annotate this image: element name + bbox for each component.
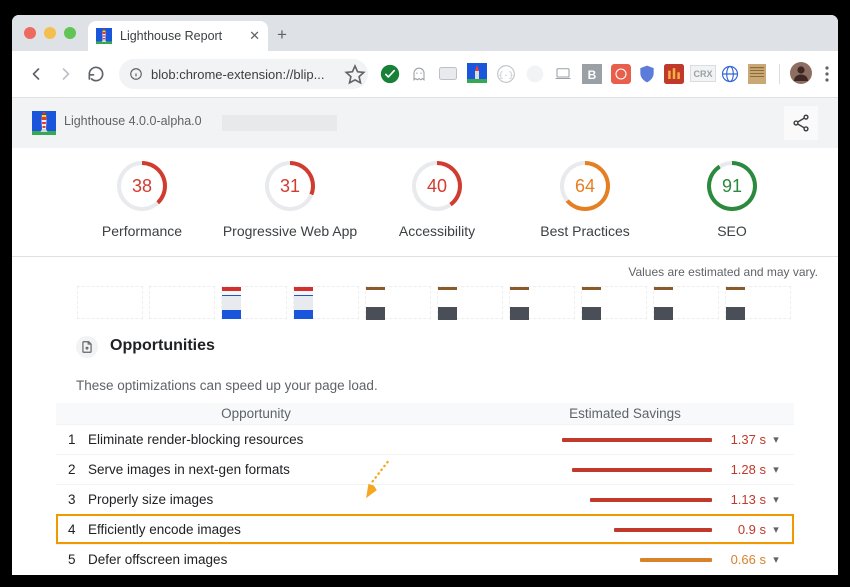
svg-text:CRX: CRX	[693, 69, 712, 79]
svg-text:{·}: {·}	[499, 70, 514, 80]
svg-text:B: B	[588, 68, 597, 82]
